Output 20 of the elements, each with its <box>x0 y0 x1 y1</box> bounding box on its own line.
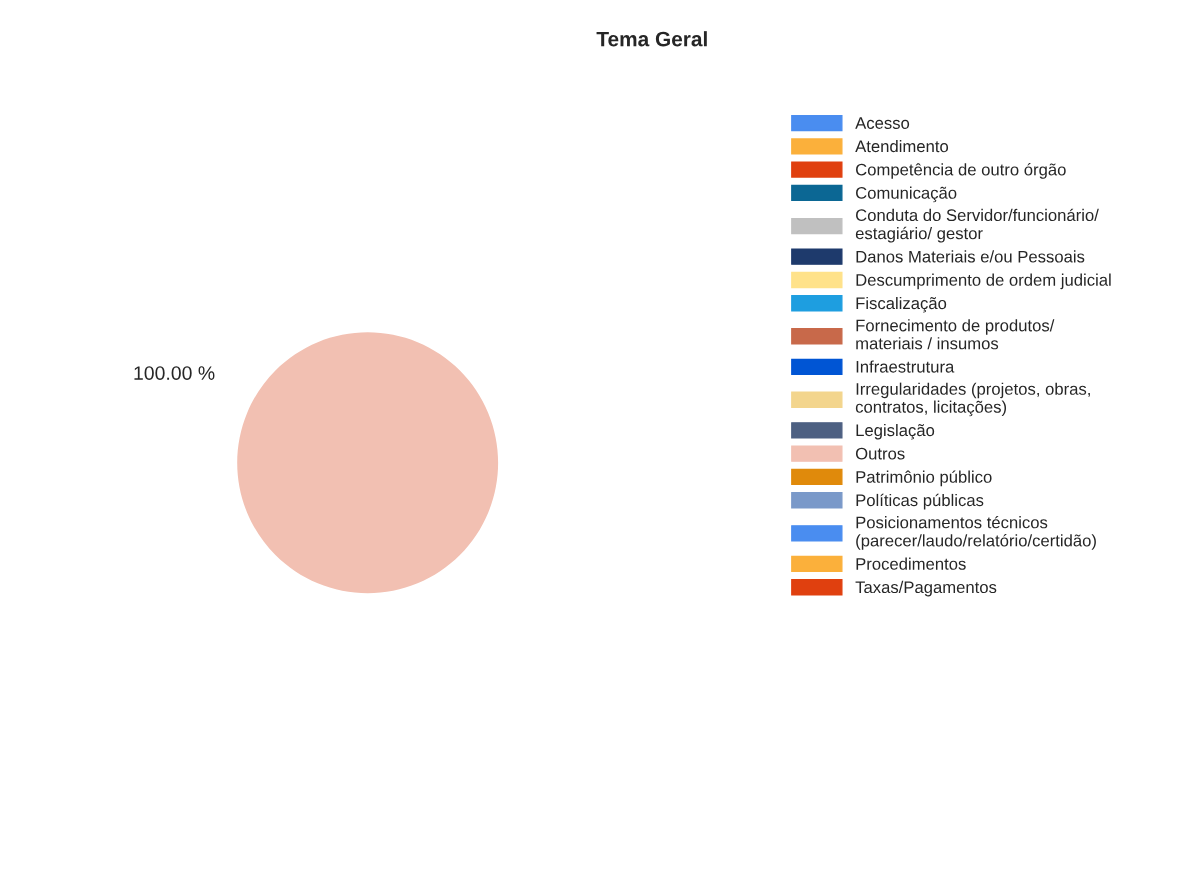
legend-label: Danos Materiais e/ou Pessoais <box>856 250 1085 263</box>
legend-label: Patrimônio público <box>856 470 992 487</box>
legend-label: Competência de outro órgão <box>856 163 1066 179</box>
legend-label: Acesso <box>855 117 910 129</box>
legend-label: Descumprimento de ordem judicial <box>856 273 1111 290</box>
legend-label: Procedimentos <box>856 557 966 570</box>
chart-title: Tema Geral <box>596 31 707 47</box>
legend-label: Taxas/Pagamentos <box>855 580 997 597</box>
legend-label: Infraestrutura <box>856 360 955 373</box>
legend-label: Posicionamentos técnicos (parecer/laudo/relatório/certidão) <box>856 515 1096 550</box>
legend-label: Conduta do Servidor/funcionário/ estagiário/ gestor <box>855 208 1099 243</box>
legend-label: Legislação <box>856 423 935 440</box>
legend-label: Atendimento <box>855 139 949 153</box>
legend-label: Outros <box>855 447 905 460</box>
legend-label: Comunicação <box>856 186 957 203</box>
legend-label: Irregularidades (projetos, obras, contratos, licitações) <box>855 382 1090 417</box>
legend-label: Fornecimento de produtos/ materiais / insumos <box>856 319 1055 350</box>
data-label: 100.00 % <box>134 366 215 380</box>
legend-label: Políticas públicas <box>856 493 984 510</box>
legend-label: Fiscalização <box>856 296 947 313</box>
